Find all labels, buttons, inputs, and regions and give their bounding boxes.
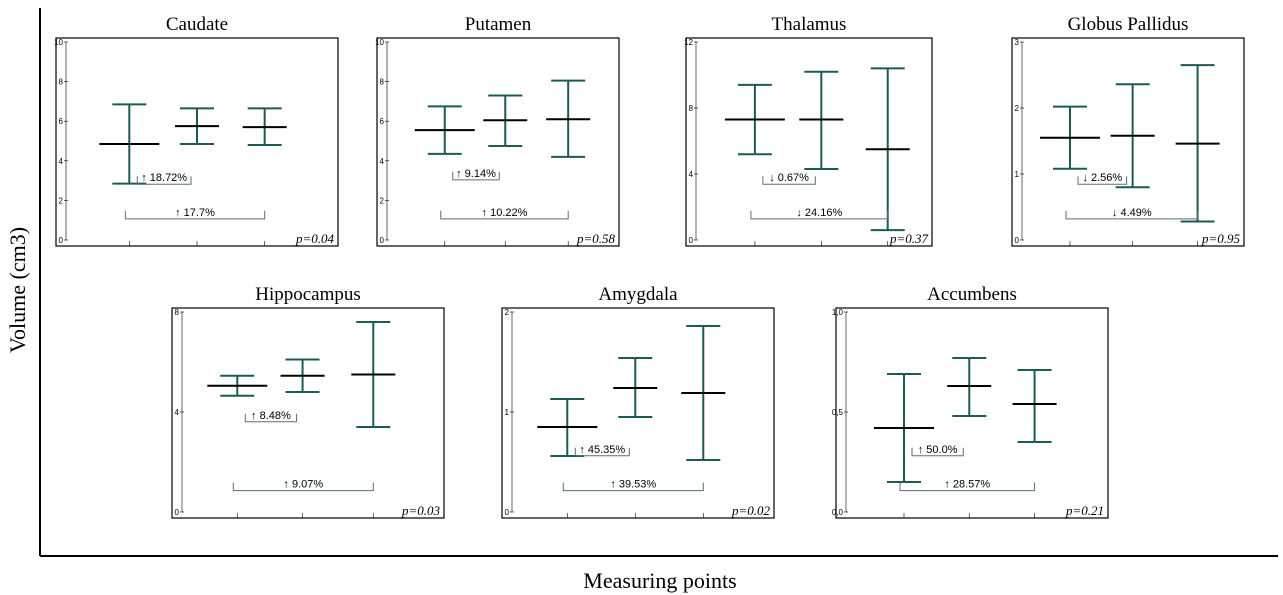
comparison-label: ↑ 28.57% <box>944 479 990 491</box>
panel-title: Caudate <box>166 14 228 35</box>
panel-title: Hippocampus <box>255 284 361 305</box>
y-tick-label: 0 <box>380 236 385 245</box>
comparison-label: ↑ 39.53% <box>610 479 656 491</box>
comparison-bracket <box>124 210 266 220</box>
y-tick-label: 3 <box>1015 38 1020 47</box>
comparison-bracket <box>899 482 1036 492</box>
panel-frame <box>685 37 933 247</box>
y-tick-label: 0 <box>1015 236 1020 245</box>
y-tick-label: 1 <box>1015 170 1020 179</box>
y-tick-label: 1,0 <box>832 308 844 317</box>
p-value-label: p=0.03 <box>401 503 441 518</box>
comparison-label: ↓ 4.49% <box>1112 207 1152 219</box>
panel-accumbens: Accumbens 0,0 0,5 1,0 ↑ 50.0% ↑ 28.57% p=0.21 <box>832 284 1109 519</box>
y-tick-label: 12 <box>684 38 693 47</box>
comparison-bracket <box>136 176 192 185</box>
y-tick-label: 4 <box>689 170 694 179</box>
y-tick-label: 6 <box>59 117 64 126</box>
p-value-label: p=0.95 <box>1201 231 1241 246</box>
y-tick-label: 8 <box>380 78 385 87</box>
y-tick-label: 0,0 <box>832 508 844 517</box>
panel-frame <box>171 307 445 519</box>
comparison-label: ↑ 8.48% <box>251 410 291 422</box>
p-value-label: p=0.58 <box>576 231 616 246</box>
comparison-label: ↑ 10.22% <box>482 207 528 219</box>
panel-putamen: Putamen 0 2 4 6 8 10 ↑ 9.14% ↑ 10.22% p=0.58 <box>375 14 620 247</box>
panel-title: Amygdala <box>598 284 678 305</box>
panel-amygdala: Amygdala 0 1 2 ↑ 45.35% ↑ 39.53% p=0.02 <box>501 284 775 519</box>
x-axis-label: Measuring points <box>583 568 736 593</box>
y-tick-label: 10 <box>375 38 384 47</box>
y-tick-label: 8 <box>689 104 694 113</box>
panel-hippocampus: Hippocampus 0 4 8 ↑ 8.48% ↑ 9.07% p=0.03 <box>171 284 445 519</box>
comparison-bracket <box>762 176 816 185</box>
y-tick-label: 8 <box>59 78 64 87</box>
comparison-label: ↑ 17.7% <box>175 207 215 219</box>
y-tick-label: 0 <box>689 236 694 245</box>
y-tick-label: 4 <box>380 157 385 166</box>
panel-title: Accumbens <box>927 284 1017 305</box>
y-tick-label: 2 <box>380 196 385 205</box>
y-axis-label: Volume (cm3) <box>5 227 30 353</box>
y-tick-label: 2 <box>505 308 510 317</box>
p-value-label: p=0.37 <box>889 231 929 246</box>
panel-title: Thalamus <box>772 14 847 35</box>
panel-title: Globus Pallidus <box>1068 14 1189 35</box>
panel-frame <box>1011 37 1245 247</box>
panel-caudate: Caudate 0 2 4 6 8 10 ↑ 18.72% ↑ 17.7% p=0.04 <box>54 14 339 247</box>
panel-title: Putamen <box>465 14 532 35</box>
comparison-label: ↑ 18.72% <box>141 172 187 184</box>
comparison-bracket <box>562 482 704 492</box>
panel-frame <box>501 307 775 519</box>
comparison-label: ↓ 24.16% <box>796 207 842 219</box>
y-tick-label: 0,5 <box>832 408 844 417</box>
comparison-bracket <box>911 447 964 457</box>
comparison-label: ↑ 9.07% <box>283 479 323 491</box>
comparison-label: ↑ 9.14% <box>456 168 496 180</box>
panel-globus-pallidus: Globus Pallidus 0 1 2 3 ↓ 2.56% ↓ 4.49% p=0.95 <box>1011 14 1245 247</box>
comparison-bracket <box>452 171 500 181</box>
y-tick-label: 10 <box>54 38 63 47</box>
y-tick-label: 6 <box>380 117 385 126</box>
comparison-label: ↑ 50.0% <box>918 444 958 456</box>
comparison-bracket <box>574 447 630 457</box>
y-tick-label: 0 <box>505 508 510 517</box>
comparison-bracket <box>1065 210 1199 220</box>
comparison-label: ↑ 45.35% <box>579 444 625 456</box>
y-tick-label: 2 <box>59 196 64 205</box>
p-value-label: p=0.04 <box>295 231 335 246</box>
y-tick-label: 1 <box>505 408 510 417</box>
comparison-label: ↓ 0.67% <box>769 172 809 184</box>
comparison-bracket <box>440 210 569 220</box>
p-value-label: p=0.21 <box>1065 503 1104 518</box>
comparison-bracket <box>1077 176 1128 185</box>
panel-thalamus: Thalamus 0 4 8 12 ↓ 0.67% ↓ 24.16% p=0.37 <box>684 14 933 247</box>
panel-frame <box>835 307 1109 519</box>
y-tick-label: 8 <box>175 308 180 317</box>
comparison-bracket <box>244 413 298 423</box>
y-tick-label: 2 <box>1015 104 1020 113</box>
panel-frame <box>376 37 620 247</box>
y-tick-label: 4 <box>175 408 180 417</box>
comparison-bracket <box>750 210 889 220</box>
y-tick-label: 0 <box>59 236 64 245</box>
comparison-bracket <box>232 482 374 492</box>
y-tick-label: 4 <box>59 157 64 166</box>
y-tick-label: 0 <box>175 508 180 517</box>
p-value-label: p=0.02 <box>731 503 771 518</box>
comparison-label: ↓ 2.56% <box>1082 172 1122 184</box>
